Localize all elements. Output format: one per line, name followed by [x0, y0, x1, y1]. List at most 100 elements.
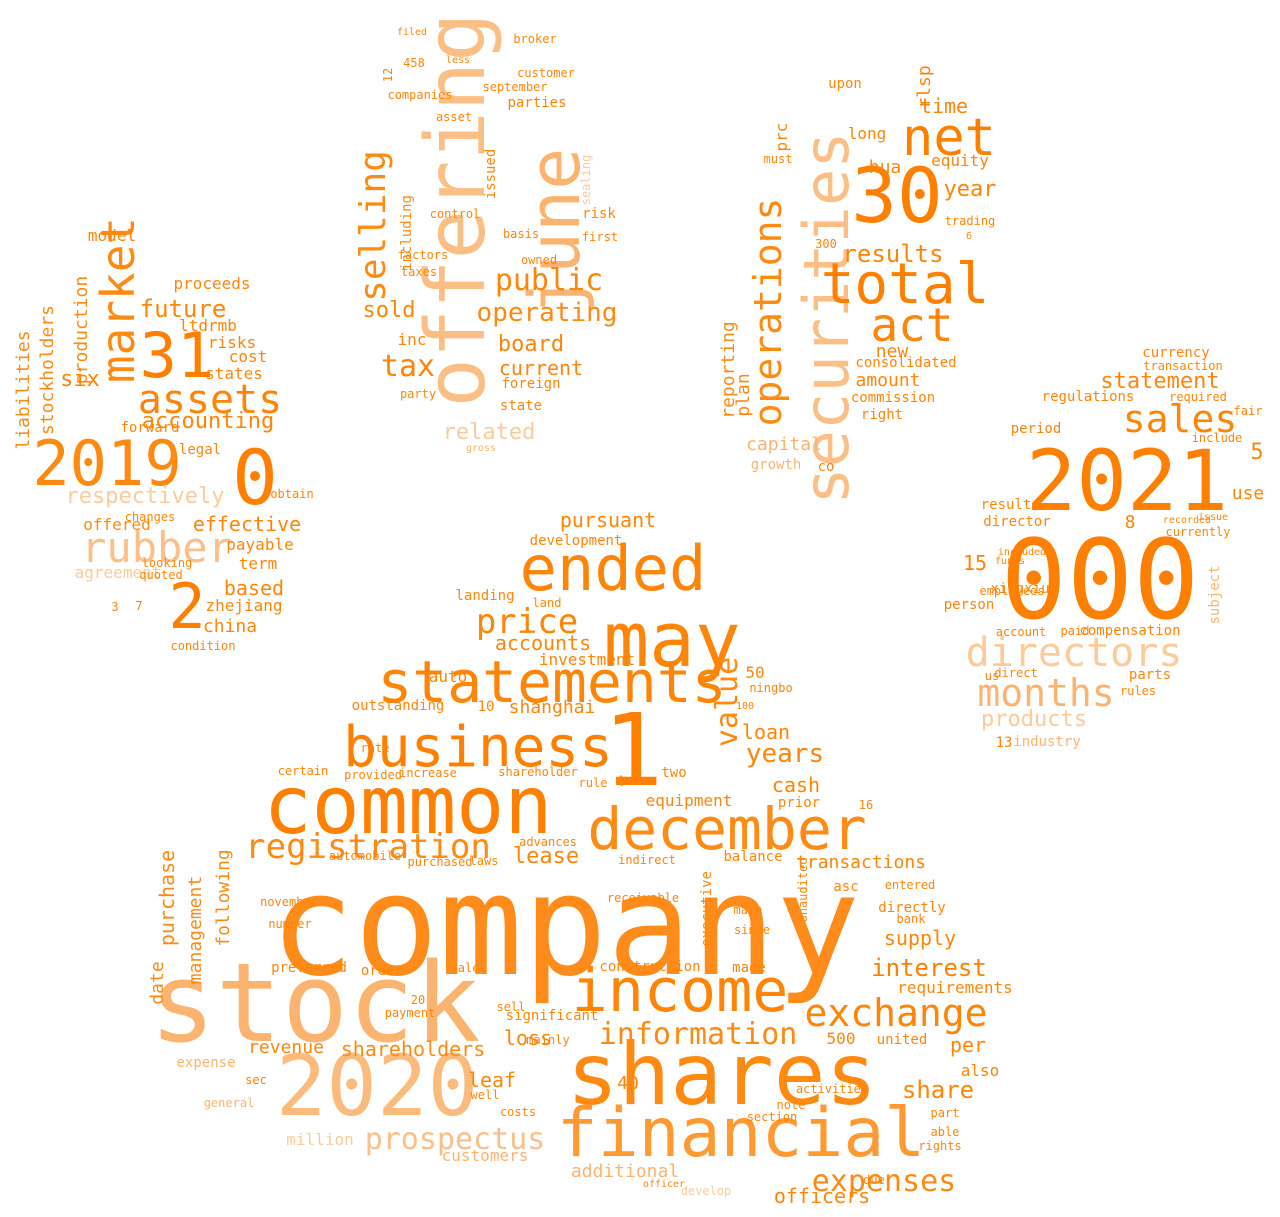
word-advances: advances [519, 835, 577, 849]
word-automobile: automobile [328, 849, 402, 863]
word-million: million [286, 1130, 354, 1149]
word-16: 16 [858, 798, 874, 812]
word-director: director [983, 514, 1051, 530]
word-assets: assets [137, 377, 283, 423]
word-first: first [581, 230, 619, 244]
word-rlsp: rlsp [914, 65, 935, 109]
word-information: information [598, 1017, 798, 1052]
word-issue: issue [1197, 512, 1229, 523]
word-2020: 2020 [275, 1037, 479, 1135]
word-upon: upon [828, 76, 862, 92]
word-direct: direct [994, 666, 1038, 680]
word-new: new [875, 341, 909, 362]
word-directly: directly [878, 900, 946, 916]
word-condition: condition [170, 639, 236, 653]
word-currency: currency [1142, 345, 1210, 361]
word-due: due [863, 1173, 885, 1187]
word-revenue: revenue [248, 1037, 324, 1058]
word-effective: effective [192, 512, 302, 536]
word-expenses: expenses [811, 1164, 957, 1199]
word-date: date [147, 961, 168, 1005]
word-tax: tax [380, 349, 436, 384]
word-subject: subject [1207, 565, 1223, 625]
word-indirect: indirect [618, 853, 676, 867]
word-certain: certain [277, 764, 329, 778]
word-additional: additional [570, 1161, 680, 1182]
word-land: land [532, 596, 562, 610]
word-regulations: regulations [1041, 389, 1135, 405]
word-sold: sold [362, 298, 416, 323]
word-rubber: rubber [81, 523, 233, 572]
word-results: results [842, 240, 944, 268]
word-stockholders: stockholders [37, 304, 58, 436]
word-sale: sale [450, 961, 480, 975]
word-000: 000 [1000, 516, 1200, 644]
word-1: 1 [602, 692, 664, 809]
word-obtain: obtain [270, 487, 314, 501]
word-september: september [482, 80, 548, 94]
word-unaudited: unaudited [796, 857, 810, 923]
word-supply: supply [883, 926, 957, 950]
word-control: control [429, 207, 481, 221]
word-customer: customer [517, 66, 575, 80]
word-currently: currently [1165, 525, 1231, 539]
word-100: 100 [735, 701, 755, 712]
word-stock: stock [149, 939, 481, 1067]
word-act: act [870, 298, 954, 352]
word-sales: sales [1122, 397, 1238, 441]
word-interest: interest [871, 954, 987, 982]
word-long: long [847, 124, 887, 143]
word-owned: owned [520, 253, 558, 267]
word-since: since [733, 923, 771, 937]
word-loan: loan [741, 720, 791, 744]
word-sell: sell [496, 1000, 526, 1014]
word-recorded: recorded [1162, 515, 1212, 526]
word-legal: legal [178, 442, 222, 458]
word-months: months [977, 671, 1115, 715]
word-13: 13 [995, 735, 1013, 751]
word-filed: filed [396, 27, 428, 38]
word-account: account [995, 625, 1047, 639]
word-amount: amount [855, 370, 921, 391]
word-forward: forward [120, 420, 180, 436]
word-purchased: purchased [407, 855, 473, 869]
word-common: common [263, 759, 553, 852]
word-management: management [185, 875, 206, 985]
word-include: include [1191, 431, 1243, 445]
word-must: must [763, 152, 793, 166]
word-equity: equity [931, 151, 989, 170]
word-entered: entered [884, 878, 936, 892]
word-paid: paid [1060, 624, 1090, 638]
word-customers: customers [441, 1146, 529, 1165]
word-rate: rate [360, 741, 390, 755]
word-2: 2 [168, 570, 206, 643]
word-rules: rules [1119, 684, 1157, 698]
word-asset: asset [435, 110, 473, 124]
word-agreement: agreement [74, 563, 162, 582]
word-auto: auto [428, 667, 468, 686]
word-net: net [902, 108, 996, 168]
word-growth: growth [750, 457, 802, 473]
word-500: 500 [826, 1029, 856, 1048]
word-prior: prior [777, 795, 821, 811]
word-public: public [494, 263, 604, 298]
word-per: per [949, 1033, 987, 1057]
word-person: person [943, 597, 995, 613]
word-states: states [205, 364, 263, 383]
word-broker: broker [513, 32, 557, 46]
word-expense: expense [176, 1055, 236, 1071]
word-required: required [1169, 390, 1227, 404]
word-year: year [943, 177, 997, 202]
word-trading: trading [944, 214, 996, 228]
word-liabilities: liabilities [13, 330, 34, 450]
word-term: term [238, 554, 278, 573]
word-state: state [499, 398, 543, 414]
word-risk: risk [582, 206, 616, 222]
word-industry: industry [1013, 734, 1081, 750]
word-mainly: mainly [526, 1033, 570, 1047]
word-payment: payment [384, 1006, 436, 1020]
word-well: well [470, 1088, 500, 1102]
word-4: 4 [615, 774, 625, 790]
word-statements: statements [377, 648, 727, 716]
word-compensation: compensation [1079, 623, 1181, 639]
